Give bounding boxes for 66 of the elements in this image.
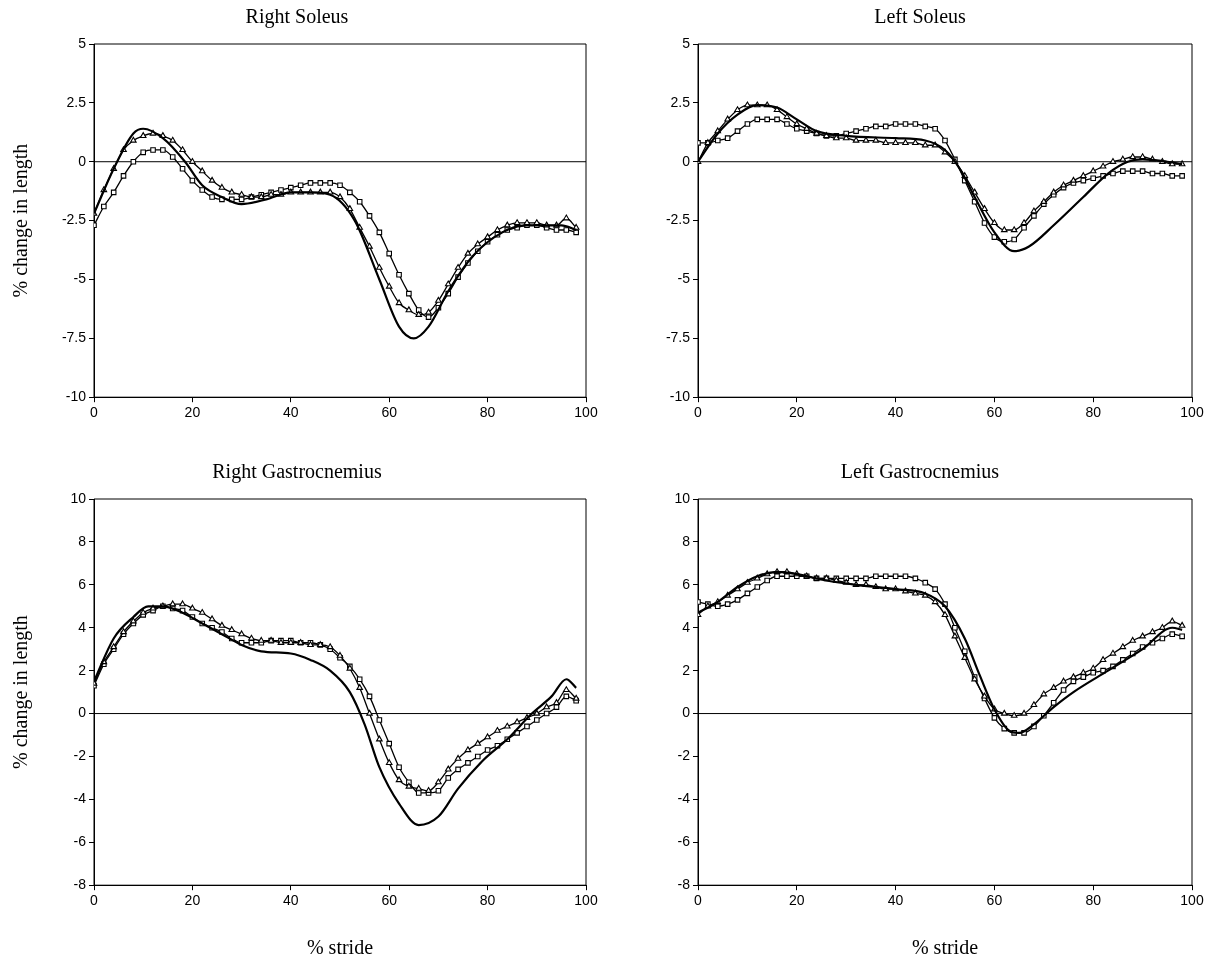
y-tick-label: -2.5	[61, 211, 87, 228]
x-tick-label: 100	[574, 404, 598, 421]
x-tick-label: 40	[283, 404, 299, 421]
y-axis-title: % change in length	[9, 143, 33, 298]
y-tick-label: -8	[677, 876, 691, 893]
x-tick-label: 60	[381, 404, 398, 421]
y-tick-label: -6	[677, 833, 691, 850]
x-tick-label: 80	[479, 892, 496, 909]
y-tick-label: 0	[78, 152, 87, 169]
x-axis-title: % stride	[911, 936, 979, 959]
x-tick-label: 80	[479, 404, 496, 421]
y-tick-label: 2.5	[66, 93, 87, 110]
y-tick-label: -7.5	[61, 329, 87, 346]
y-tick-label: -10	[669, 388, 691, 405]
y-tick-label: 5	[682, 34, 691, 51]
y-tick-label: -8	[73, 876, 87, 893]
x-tick-label: 80	[1085, 404, 1102, 421]
y-tick-label: -7.5	[665, 329, 691, 346]
x-tick-label: 0	[694, 892, 703, 909]
y-tick-label: -5	[73, 270, 87, 287]
chart-title: Right Soleus	[245, 5, 349, 29]
y-tick-label: -4	[677, 790, 691, 807]
x-tick-label: 20	[789, 892, 805, 909]
y-axis-title: % change in length	[9, 615, 33, 770]
x-tick-label: 0	[694, 404, 703, 421]
x-tick-label: 40	[887, 892, 904, 909]
x-tick-label: 40	[887, 404, 904, 421]
x-tick-label: 20	[789, 404, 805, 421]
y-tick-label: 0	[682, 704, 691, 721]
y-tick-label: 10	[70, 489, 87, 506]
y-tick-label: -2	[677, 747, 691, 764]
y-tick-label: -5	[677, 270, 691, 287]
y-tick-label: 6	[78, 575, 87, 592]
x-tick-label: 80	[1085, 892, 1102, 909]
y-tick-label: 0	[682, 152, 691, 169]
chart-title: Right Gastrocnemius	[212, 460, 382, 484]
y-tick-label: 8	[682, 532, 691, 549]
y-tick-label: -6	[73, 833, 87, 850]
y-tick-label: 2.5	[670, 93, 691, 110]
x-tick-label: 100	[1180, 892, 1204, 909]
x-axis-title: % stride	[306, 936, 374, 959]
y-tick-label: 6	[682, 575, 691, 592]
x-tick-label: 60	[986, 404, 1003, 421]
y-tick-label: -4	[73, 790, 87, 807]
y-tick-label: -2.5	[665, 211, 691, 228]
x-tick-label: 60	[986, 892, 1003, 909]
y-tick-label: -2	[73, 747, 87, 764]
x-tick-label: 20	[184, 404, 201, 421]
y-tick-label: -10	[65, 388, 87, 405]
x-tick-label: 0	[90, 892, 99, 909]
x-tick-label: 40	[283, 892, 299, 909]
y-tick-label: 4	[78, 618, 87, 635]
y-tick-label: 2	[78, 661, 87, 678]
x-tick-label: 20	[184, 892, 201, 909]
x-tick-label: 60	[381, 892, 398, 909]
chart-title: Left Soleus	[874, 5, 967, 28]
y-tick-label: 0	[78, 704, 87, 721]
y-tick-label: 4	[682, 618, 691, 635]
y-tick-label: 10	[674, 489, 691, 506]
x-tick-label: 100	[574, 892, 598, 909]
y-tick-label: 2	[682, 661, 691, 678]
x-tick-label: 0	[90, 404, 99, 421]
y-tick-label: 5	[78, 34, 87, 51]
x-tick-label: 100	[1180, 404, 1204, 421]
chart-title: Left Gastrocnemius	[840, 460, 1000, 483]
y-tick-label: 8	[78, 532, 87, 549]
